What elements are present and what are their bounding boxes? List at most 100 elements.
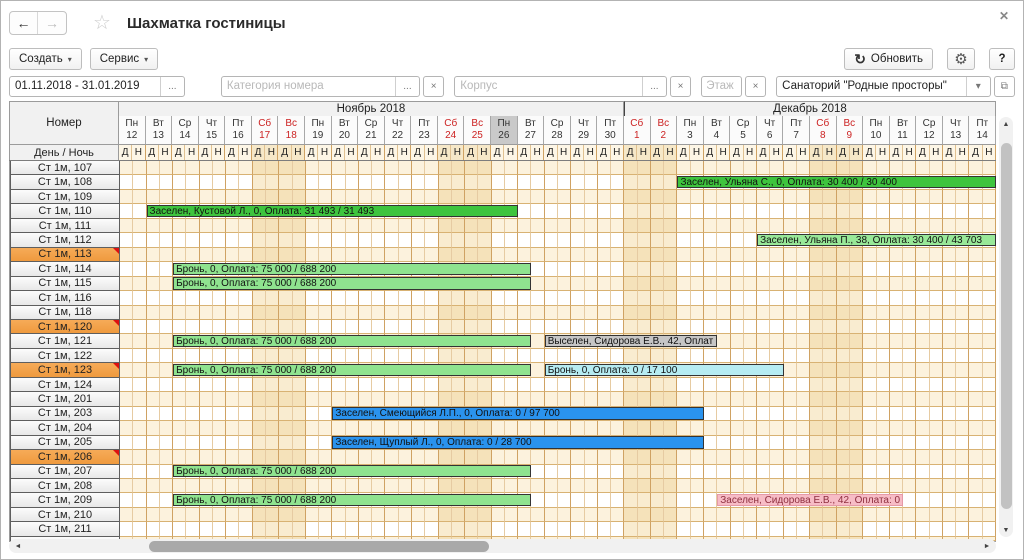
- grid-cell[interactable]: [226, 478, 240, 494]
- grid-cell[interactable]: [252, 189, 266, 205]
- grid-cell[interactable]: [810, 161, 824, 176]
- grid-cell[interactable]: [465, 507, 479, 523]
- grid-cell[interactable]: [411, 218, 426, 234]
- room-label[interactable]: Ст 1м, 203: [10, 406, 120, 422]
- grid-cell[interactable]: [836, 247, 850, 263]
- grid-cell[interactable]: [358, 348, 373, 364]
- grid-cell[interactable]: [916, 363, 930, 378]
- grid-cell[interactable]: [345, 161, 359, 176]
- grid-cell[interactable]: [186, 348, 200, 364]
- grid-cell[interactable]: [265, 175, 280, 190]
- grid-cell[interactable]: [159, 392, 174, 407]
- grid-cell[interactable]: [810, 348, 824, 364]
- grid-cell[interactable]: [677, 189, 691, 205]
- grid-cell[interactable]: [398, 522, 412, 537]
- grid-cell[interactable]: [292, 319, 306, 335]
- grid-cell[interactable]: [531, 204, 545, 219]
- grid-cell[interactable]: [717, 189, 731, 205]
- create-button[interactable]: Создать ▾: [9, 48, 82, 70]
- grid-cell[interactable]: [770, 348, 784, 364]
- grid-cell[interactable]: [889, 377, 904, 393]
- grid-cell[interactable]: [173, 522, 187, 537]
- grid-cell[interactable]: [571, 348, 585, 364]
- grid-cell[interactable]: [478, 233, 492, 248]
- grid-cell[interactable]: [504, 247, 519, 263]
- grid-cell[interactable]: [345, 218, 359, 234]
- grid-cell[interactable]: [664, 421, 678, 436]
- grid-cell[interactable]: [730, 319, 744, 335]
- grid-cell[interactable]: [385, 233, 399, 248]
- grid-cell[interactable]: [133, 334, 147, 349]
- grid-cell[interactable]: [863, 363, 877, 378]
- grid-cell[interactable]: [465, 522, 479, 537]
- grid-cell[interactable]: [212, 291, 227, 306]
- grid-cell[interactable]: [969, 262, 983, 277]
- grid-cell[interactable]: [146, 218, 160, 234]
- grid-cell[interactable]: [491, 348, 505, 364]
- grid-cell[interactable]: [173, 392, 187, 407]
- grid-cell[interactable]: [465, 189, 479, 205]
- grid-cell[interactable]: [757, 406, 771, 422]
- grid-cell[interactable]: [757, 421, 771, 436]
- grid-cell[interactable]: [173, 305, 187, 320]
- grid-cell[interactable]: [358, 392, 373, 407]
- grid-cell[interactable]: [743, 377, 758, 393]
- grid-cell[interactable]: [916, 392, 930, 407]
- grid-cell[interactable]: [332, 507, 346, 523]
- grid-cell[interactable]: [133, 363, 147, 378]
- grid-cell[interactable]: [849, 392, 864, 407]
- grid-cell[interactable]: [889, 392, 904, 407]
- grid-cell[interactable]: [531, 392, 545, 407]
- grid-cell[interactable]: [717, 247, 731, 263]
- grid-cell[interactable]: [783, 204, 797, 219]
- grid-cell[interactable]: [332, 450, 346, 465]
- grid-cell[interactable]: [863, 406, 877, 422]
- grid-cell[interactable]: [982, 334, 996, 349]
- grid-cell[interactable]: [903, 262, 917, 277]
- day-header-cell[interactable]: Ср 21: [358, 116, 385, 145]
- grid-cell[interactable]: [159, 522, 174, 537]
- grid-cell[interactable]: [969, 522, 983, 537]
- grid-cell[interactable]: [876, 363, 890, 378]
- grid-cell[interactable]: [531, 493, 545, 508]
- grid-cell[interactable]: [279, 421, 293, 436]
- grid-cell[interactable]: [319, 377, 333, 393]
- grid-cell[interactable]: [398, 175, 412, 190]
- grid-cell[interactable]: [146, 493, 160, 508]
- grid-cell[interactable]: [849, 334, 864, 349]
- grid-cell[interactable]: [279, 478, 293, 494]
- grid-cell[interactable]: [438, 450, 452, 465]
- grid-cell[interactable]: [903, 218, 917, 234]
- grid-cell[interactable]: [730, 262, 744, 277]
- grid-cell[interactable]: [239, 522, 253, 537]
- grid-cell[interactable]: [637, 276, 651, 292]
- grid-cell[interactable]: [849, 247, 864, 263]
- grid-cell[interactable]: [279, 305, 293, 320]
- grid-cell[interactable]: [770, 319, 784, 335]
- grid-cell[interactable]: [889, 161, 904, 176]
- day-header-cell[interactable]: Вс 9: [836, 116, 864, 145]
- grid-cell[interactable]: [783, 262, 797, 277]
- grid-cell[interactable]: [518, 348, 532, 364]
- grid-cell[interactable]: [703, 406, 718, 422]
- grid-cell[interactable]: [903, 348, 917, 364]
- grid-cell[interactable]: [956, 204, 970, 219]
- grid-cell[interactable]: [942, 493, 957, 508]
- grid-cell[interactable]: [650, 319, 665, 335]
- grid-cell[interactable]: [372, 247, 386, 263]
- grid-cell[interactable]: [292, 175, 306, 190]
- grid-cell[interactable]: [120, 233, 134, 248]
- grid-cell[interactable]: [518, 478, 532, 494]
- grid-cell[interactable]: [544, 319, 558, 335]
- grid-cell[interactable]: [956, 363, 970, 378]
- grid-cell[interactable]: [159, 291, 174, 306]
- grid-cell[interactable]: [743, 406, 758, 422]
- grid-cell[interactable]: [849, 450, 864, 465]
- grid-cell[interactable]: [305, 305, 320, 320]
- grid-cell[interactable]: [292, 377, 306, 393]
- scroll-left-icon[interactable]: ◄: [14, 542, 22, 550]
- day-header-cell[interactable]: Пт 30: [597, 116, 624, 145]
- grid-cell[interactable]: [836, 334, 850, 349]
- grid-cell[interactable]: [120, 334, 134, 349]
- grid-cell[interactable]: [199, 450, 213, 465]
